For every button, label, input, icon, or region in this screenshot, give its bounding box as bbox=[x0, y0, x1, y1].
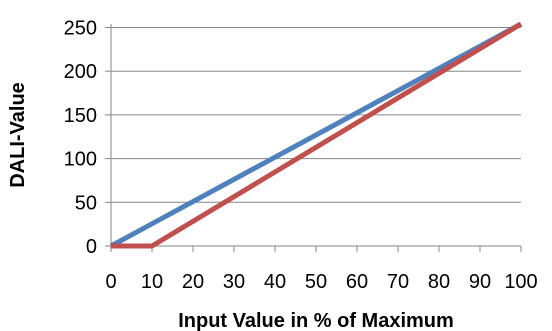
y-tick-label: 150 bbox=[64, 105, 97, 127]
x-tick-label: 0 bbox=[105, 271, 116, 293]
series-line-2 bbox=[111, 21, 523, 249]
series-line-1 bbox=[109, 21, 523, 249]
series-lines bbox=[109, 21, 523, 249]
x-tick-label: 30 bbox=[223, 271, 245, 293]
tick-labels: 0 50 100 150 200 250 0 10 20 30 40 50 60 70 80 90 100 bbox=[64, 17, 538, 293]
gridlines bbox=[111, 26, 521, 203]
y-tick-label: 50 bbox=[75, 192, 97, 214]
y-tick-label: 0 bbox=[86, 236, 97, 258]
x-tick-label: 90 bbox=[469, 271, 491, 293]
x-axis-label: Input Value in % of Maximum bbox=[178, 310, 454, 331]
x-tick-label: 60 bbox=[346, 271, 368, 293]
y-tick-label: 100 bbox=[64, 149, 97, 171]
y-axis-label: DALI-Value bbox=[7, 82, 29, 188]
x-tick-label: 70 bbox=[387, 271, 409, 293]
x-tick-label: 40 bbox=[264, 271, 286, 293]
axes bbox=[105, 24, 522, 252]
x-tick-label: 10 bbox=[141, 271, 163, 293]
y-tick-label: 200 bbox=[64, 61, 97, 83]
y-tick-label: 250 bbox=[64, 17, 97, 39]
x-tick-label: 100 bbox=[504, 271, 537, 293]
x-tick-label: 80 bbox=[428, 271, 450, 293]
x-tick-label: 20 bbox=[182, 271, 204, 293]
x-tick-label: 50 bbox=[305, 271, 327, 293]
